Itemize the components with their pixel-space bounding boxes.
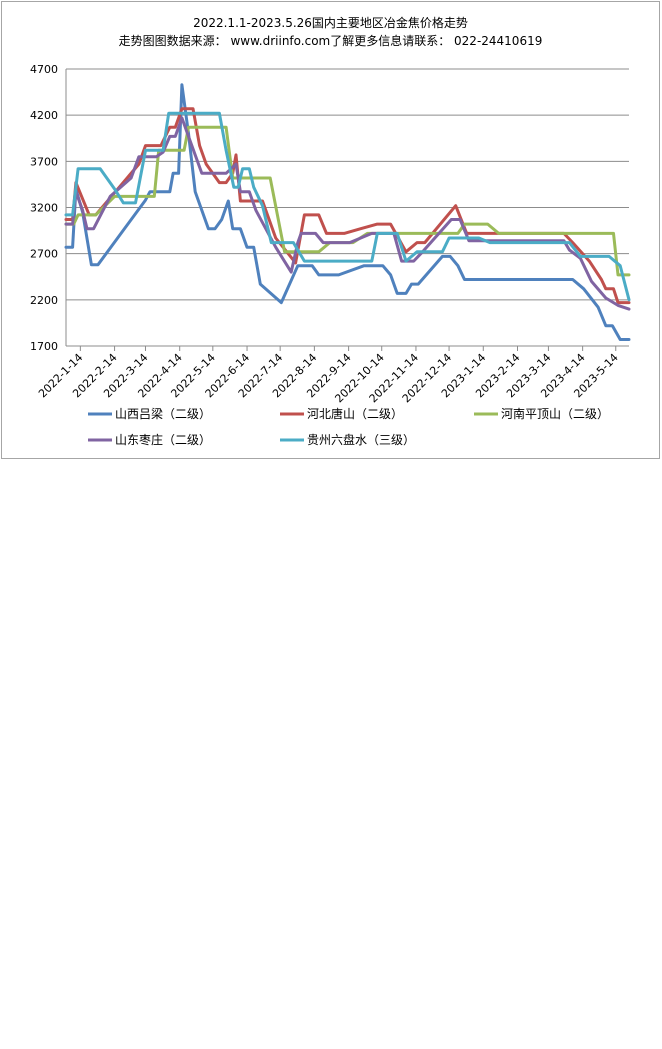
series-line-1 xyxy=(64,83,631,341)
y-tick-label: 2200 xyxy=(30,294,58,307)
legend-label-2: 河北唐山（二级） xyxy=(307,406,403,421)
y-tick-label: 2700 xyxy=(30,248,58,261)
y-tick-label: 3200 xyxy=(30,202,58,215)
series-line-4 xyxy=(64,116,631,311)
legend-label-3: 河南平顶山（二级） xyxy=(501,406,609,421)
chart-frame: 2022.1.1-2023.5.26国内主要地区冶金焦价格走势 走势图图数据来源… xyxy=(1,1,660,459)
chart-title: 2022.1.1-2023.5.26国内主要地区冶金焦价格走势 xyxy=(193,16,468,30)
series-line-5 xyxy=(64,111,631,302)
y-tick-label: 4200 xyxy=(30,109,58,122)
chart-svg: 17002200270032003700420047002022-1-14202… xyxy=(30,63,631,447)
legend-label-1: 山西吕梁（二级） xyxy=(115,406,211,421)
series-line-2 xyxy=(64,107,631,305)
legend-label-5: 贵州六盘水（三级） xyxy=(307,432,415,447)
legend-label-4: 山东枣庄（二级） xyxy=(115,432,211,447)
y-tick-label: 1700 xyxy=(30,340,58,353)
y-tick-label: 4700 xyxy=(30,63,58,76)
y-tick-label: 3700 xyxy=(30,155,58,168)
chart-subtitle: 走势图图数据来源： www.driinfo.com了解更多信息请联系： 022-… xyxy=(118,34,543,48)
